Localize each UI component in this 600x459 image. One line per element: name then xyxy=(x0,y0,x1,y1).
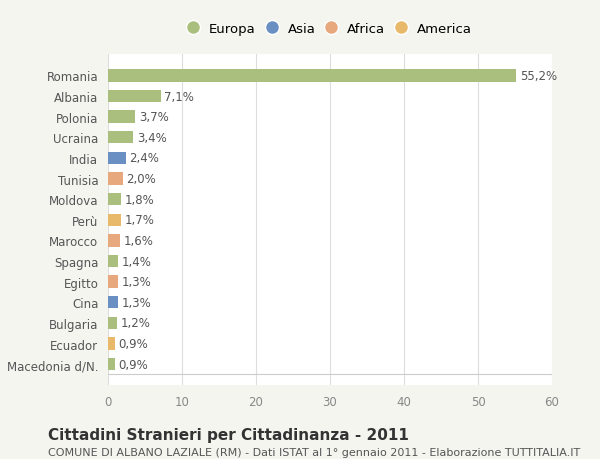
Bar xyxy=(108,91,161,103)
Bar xyxy=(108,194,121,206)
Text: 1,3%: 1,3% xyxy=(121,296,151,309)
Bar xyxy=(108,235,120,247)
Bar xyxy=(108,70,517,83)
Bar xyxy=(108,173,123,185)
Text: 1,7%: 1,7% xyxy=(124,214,154,227)
Text: 7,1%: 7,1% xyxy=(164,90,194,103)
Bar xyxy=(108,297,118,309)
Text: 1,6%: 1,6% xyxy=(124,235,154,247)
Bar xyxy=(108,338,115,350)
Text: 2,4%: 2,4% xyxy=(130,152,160,165)
Bar xyxy=(108,152,126,165)
Bar xyxy=(108,111,136,123)
Bar xyxy=(108,276,118,288)
Text: 3,7%: 3,7% xyxy=(139,111,169,124)
Text: 1,2%: 1,2% xyxy=(121,317,151,330)
Bar xyxy=(108,317,117,330)
Text: 0,9%: 0,9% xyxy=(118,337,148,350)
Text: Cittadini Stranieri per Cittadinanza - 2011: Cittadini Stranieri per Cittadinanza - 2… xyxy=(48,427,409,442)
Bar xyxy=(108,255,118,268)
Bar xyxy=(108,214,121,226)
Legend: Europa, Asia, Africa, America: Europa, Asia, Africa, America xyxy=(184,19,476,39)
Text: COMUNE DI ALBANO LAZIALE (RM) - Dati ISTAT al 1° gennaio 2011 - Elaborazione TUT: COMUNE DI ALBANO LAZIALE (RM) - Dati IST… xyxy=(48,448,580,458)
Text: 0,9%: 0,9% xyxy=(118,358,148,371)
Text: 2,0%: 2,0% xyxy=(127,173,156,185)
Text: 1,8%: 1,8% xyxy=(125,193,155,206)
Text: 3,4%: 3,4% xyxy=(137,132,167,145)
Bar xyxy=(108,132,133,144)
Text: 1,3%: 1,3% xyxy=(121,275,151,289)
Text: 1,4%: 1,4% xyxy=(122,255,152,268)
Text: 55,2%: 55,2% xyxy=(520,70,557,83)
Bar xyxy=(108,358,115,370)
